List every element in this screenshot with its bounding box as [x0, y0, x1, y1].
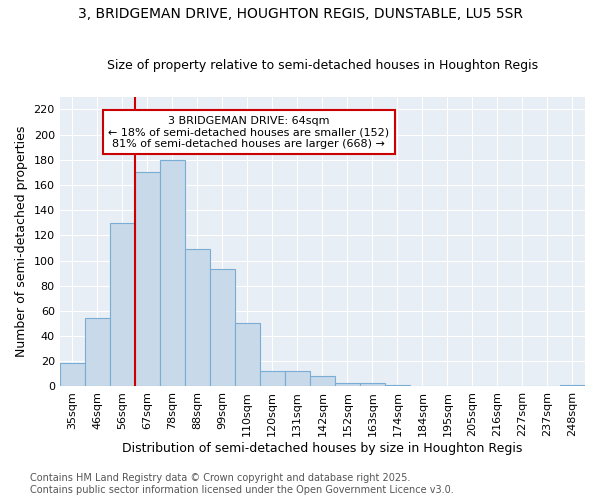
Bar [360, 382, 385, 386]
Bar [135, 172, 160, 386]
X-axis label: Distribution of semi-detached houses by size in Houghton Regis: Distribution of semi-detached houses by … [122, 442, 523, 455]
Bar [185, 249, 210, 386]
Bar [110, 222, 135, 386]
Text: 3, BRIDGEMAN DRIVE, HOUGHTON REGIS, DUNSTABLE, LU5 5SR: 3, BRIDGEMAN DRIVE, HOUGHTON REGIS, DUNS… [77, 8, 523, 22]
Title: Size of property relative to semi-detached houses in Houghton Regis: Size of property relative to semi-detach… [107, 59, 538, 72]
Bar [260, 372, 285, 386]
Bar [235, 324, 260, 386]
Bar [210, 270, 235, 386]
Bar [85, 318, 110, 386]
Bar [160, 160, 185, 386]
Bar [310, 376, 335, 386]
Bar [385, 385, 410, 386]
Text: Contains HM Land Registry data © Crown copyright and database right 2025.
Contai: Contains HM Land Registry data © Crown c… [30, 474, 454, 495]
Bar [285, 372, 310, 386]
Bar [59, 362, 85, 386]
Bar [335, 382, 360, 386]
Text: 3 BRIDGEMAN DRIVE: 64sqm
← 18% of semi-detached houses are smaller (152)
81% of : 3 BRIDGEMAN DRIVE: 64sqm ← 18% of semi-d… [108, 116, 389, 149]
Bar [560, 385, 585, 386]
Y-axis label: Number of semi-detached properties: Number of semi-detached properties [15, 126, 28, 358]
